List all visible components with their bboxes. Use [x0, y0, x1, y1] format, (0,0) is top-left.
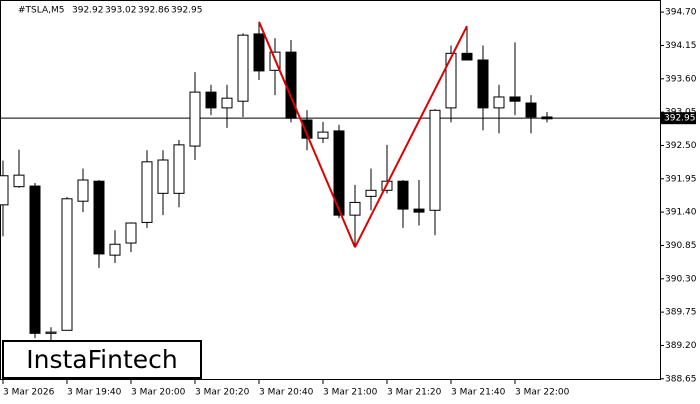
- candle-body: [397, 180, 409, 210]
- x-tick-label: 3 Mar 19:40: [67, 388, 122, 398]
- x-tick-label: 3 Mar 21:40: [451, 388, 506, 398]
- candle-body: [285, 51, 297, 119]
- candle-body: [173, 144, 185, 194]
- price-box: [660, 112, 696, 125]
- y-tick-label: 391.40: [665, 208, 697, 218]
- candle-body: [301, 119, 313, 139]
- candle-body: [253, 33, 265, 72]
- x-tick-label: 3 Mar 21:20: [387, 388, 442, 398]
- candle-body: [141, 161, 153, 223]
- candle-body: [509, 96, 521, 102]
- candle-body: [13, 174, 25, 188]
- logo-box: [2, 340, 202, 379]
- logo: InstaFintech: [26, 345, 178, 374]
- y-tick-label: 390.30: [665, 274, 697, 284]
- x-tick-label: 3 Mar 22:00: [515, 388, 570, 398]
- candle-body: [189, 91, 201, 147]
- candle-body: [541, 116, 553, 120]
- candle-body: [109, 243, 121, 256]
- candle-body: [125, 222, 137, 244]
- candle-body: [93, 180, 105, 255]
- ohlc-low: 392.86: [138, 6, 170, 16]
- candle-body: [333, 130, 345, 216]
- x-tick-label: 3 Mar 21:00: [323, 388, 378, 398]
- pattern-line: [258, 21, 356, 248]
- candle-body: [445, 52, 457, 109]
- candle-body: [317, 131, 329, 139]
- x-tick-label: 3 Mar 20:00: [131, 388, 186, 398]
- candle-body: [477, 59, 489, 109]
- x-tick-label: 3 Mar 2026: [3, 388, 55, 398]
- header: #TSLA,M5 392.92 393.02 392.86 392.95: [18, 6, 203, 16]
- candle-body: [221, 97, 233, 109]
- x-tick-label: 3 Mar 20:20: [195, 388, 250, 398]
- y-tick-label: 393.60: [665, 74, 697, 84]
- y-tick-label: 389.20: [665, 341, 697, 351]
- y-tick-label: 394.15: [665, 41, 697, 51]
- candle-body: [0, 175, 9, 206]
- x-tick-label: 3 Mar 20:40: [259, 388, 314, 398]
- candle-body: [429, 109, 441, 211]
- candle-body: [525, 102, 537, 118]
- price-label: 392.95: [664, 114, 696, 124]
- pattern-line: [354, 25, 468, 248]
- candle-body: [29, 185, 41, 334]
- y-tick-label: 391.95: [665, 174, 697, 184]
- candle-body: [461, 52, 473, 61]
- ohlc-open: 392.92: [72, 6, 104, 16]
- y-tick-label: 394.70: [665, 8, 697, 18]
- candle-body: [413, 208, 425, 213]
- candle-body: [205, 91, 217, 109]
- y-tick-label: 389.75: [665, 308, 697, 318]
- candle-body: [493, 96, 505, 109]
- y-tick-label: 392.50: [665, 141, 697, 151]
- y-tick-label: 388.65: [665, 374, 697, 384]
- candle-body: [45, 331, 57, 334]
- candle-body: [77, 179, 89, 202]
- candle-body: [237, 34, 249, 102]
- ohlc-high: 393.02: [105, 6, 137, 16]
- candle-body: [157, 159, 169, 194]
- symbol: #TSLA,M5: [18, 6, 64, 16]
- candle-body: [61, 198, 73, 331]
- y-tick-label: 390.85: [665, 241, 697, 251]
- ohlc-close: 392.95: [171, 6, 203, 16]
- candle-body: [349, 201, 361, 216]
- candle-body: [365, 189, 377, 197]
